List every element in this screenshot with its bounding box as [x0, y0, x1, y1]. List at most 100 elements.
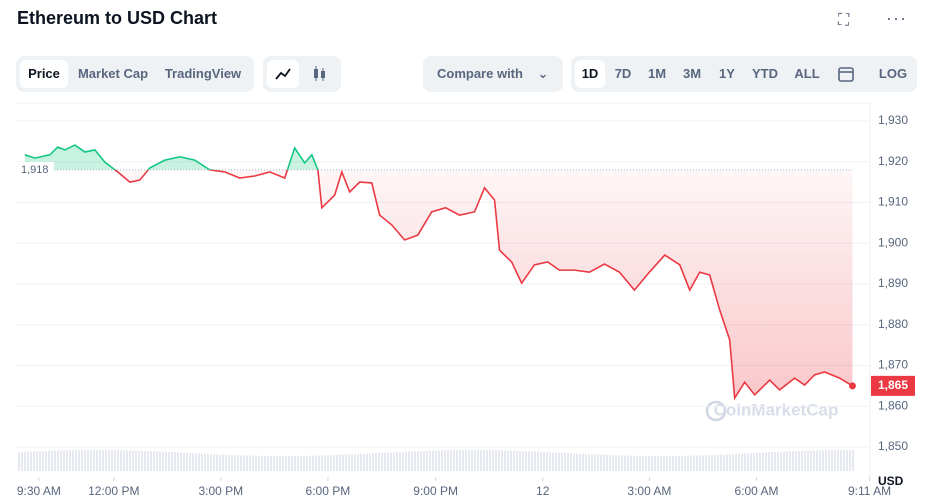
x-tick-label: 12:00 PM	[88, 484, 139, 498]
range-button[interactable]: 3M	[682, 66, 702, 81]
volume-bar	[828, 450, 830, 471]
volume-bar	[846, 450, 848, 471]
volume-bar	[477, 450, 479, 471]
x-tick-label: 12	[536, 484, 550, 498]
volume-bar	[123, 450, 125, 471]
volume-bar	[27, 451, 29, 471]
volume-bar	[114, 450, 116, 471]
volume-bar	[543, 451, 545, 471]
volume-bar	[162, 451, 164, 471]
volume-bar	[264, 455, 266, 471]
volume-bar	[357, 453, 359, 471]
volume-bar	[165, 451, 167, 471]
y-tick-label: 1,850	[878, 439, 908, 453]
volume-bar	[618, 455, 620, 471]
volume-bar	[234, 455, 236, 471]
volume-bar	[834, 450, 836, 471]
tab[interactable]: Price	[20, 60, 68, 88]
volume-bar	[450, 450, 452, 471]
volume-bar	[735, 453, 737, 471]
line-chart-button[interactable]	[267, 60, 299, 88]
y-tick-label: 1,880	[878, 317, 908, 331]
volume-bar	[279, 455, 281, 471]
volume-bar	[495, 450, 497, 471]
volume-bar	[324, 455, 326, 471]
volume-bar	[288, 455, 290, 471]
volume-bar	[558, 452, 560, 471]
volume-bar	[642, 455, 644, 471]
volume-bar	[45, 450, 47, 471]
volume-bar	[300, 455, 302, 471]
log-button[interactable]: LOG	[878, 66, 908, 81]
tab[interactable]: TradingView	[164, 66, 242, 81]
calendar-icon	[838, 67, 854, 82]
volume-bar	[417, 451, 419, 471]
volume-bar	[798, 450, 800, 471]
range-group: 1D 7D 1M 3M 1Y YTD ALL LOG	[571, 56, 917, 92]
volume-bar	[48, 450, 50, 471]
y-tick-label: 1,930	[878, 113, 908, 127]
volume-bar	[444, 450, 446, 471]
volume-bar	[717, 454, 719, 471]
volume-bar	[810, 450, 812, 471]
volume-bar	[591, 454, 593, 471]
range-button[interactable]: 1M	[647, 66, 667, 81]
more-icon[interactable]: ···	[886, 8, 907, 28]
volume-bar	[456, 450, 458, 471]
volume-bar	[519, 450, 521, 471]
range-button[interactable]: ALL	[794, 66, 820, 81]
volume-bar	[678, 455, 680, 471]
volume-bar	[426, 450, 428, 471]
volume-bar	[177, 452, 179, 471]
volume-bar	[816, 450, 818, 471]
volume-bar	[615, 455, 617, 471]
range-button[interactable]: 1D	[575, 60, 605, 88]
volume-bar	[36, 451, 38, 471]
y-tick-label: 1,870	[878, 358, 908, 372]
volume-bar	[582, 453, 584, 471]
volume-bar	[159, 451, 161, 471]
volume-bar	[663, 455, 665, 471]
volume-bar	[609, 454, 611, 471]
volume-bar	[489, 450, 491, 471]
volume-bar	[585, 453, 587, 471]
volume-bar	[81, 450, 83, 471]
calendar-button[interactable]	[833, 60, 859, 88]
area-up	[24, 145, 318, 170]
range-button[interactable]: 1Y	[719, 66, 735, 81]
volume-bar	[390, 452, 392, 471]
area-down	[24, 169, 853, 399]
volume-bar	[774, 452, 776, 471]
volume-bar	[468, 450, 470, 471]
volume-bar	[252, 455, 254, 471]
tab[interactable]: Market Cap	[77, 66, 149, 81]
volume-bar	[552, 452, 554, 471]
compare-dropdown[interactable]: Compare with ⌄	[423, 56, 563, 92]
volume-bar	[726, 454, 728, 471]
price-line-down	[113, 169, 853, 401]
volume-bar	[759, 452, 761, 471]
volume-bar	[204, 453, 206, 471]
volume-bar	[393, 452, 395, 471]
chart-type-group	[263, 56, 341, 92]
volume-bar	[564, 452, 566, 471]
range-button[interactable]: 7D	[614, 66, 632, 81]
candle-chart-button[interactable]	[303, 60, 335, 88]
volume-bar	[333, 455, 335, 471]
volume-bar	[129, 450, 131, 471]
volume-bar	[255, 455, 257, 471]
volume-bar	[75, 450, 77, 471]
volume-bar	[606, 454, 608, 471]
volume-bar	[783, 451, 785, 471]
volume-bar	[192, 453, 194, 471]
volume-bar	[756, 452, 758, 471]
volume-bar	[570, 453, 572, 471]
volume-bar	[189, 453, 191, 471]
volume-bar	[528, 451, 530, 471]
range-button[interactable]: YTD	[752, 66, 778, 81]
fullscreen-icon[interactable]: ⛶	[838, 12, 850, 29]
volume-bar	[708, 455, 710, 471]
x-tick-label: 6:00 PM	[306, 484, 351, 498]
volume-bar	[462, 450, 464, 471]
y-tick-label: 1,860	[878, 398, 908, 412]
